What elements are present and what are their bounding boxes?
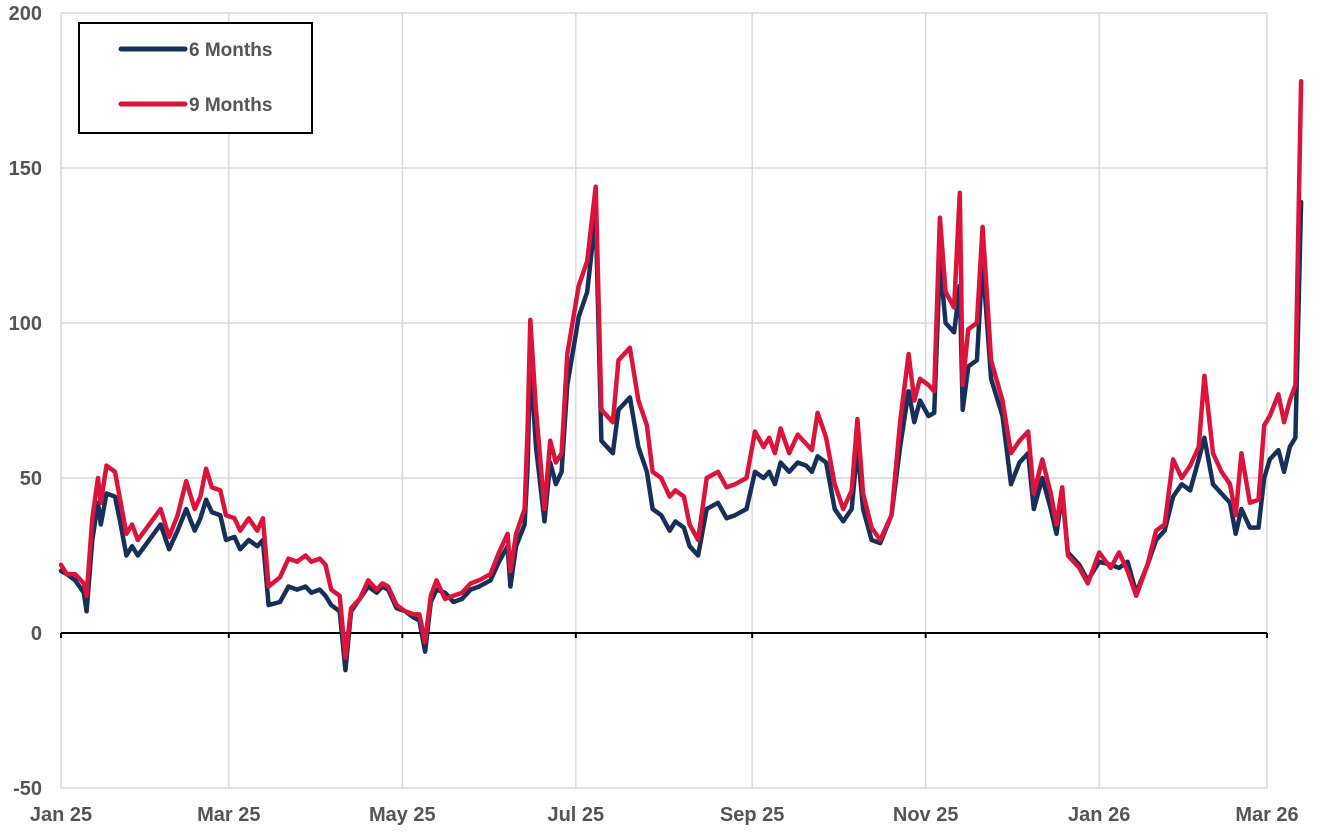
x-tick-label: Sep 25 [720,804,784,826]
series-line-6-months [58,199,1304,673]
x-tick-label: Mar 25 [197,804,260,826]
series-layer [58,78,1304,673]
x-tick-label: Mar 26 [1235,804,1298,826]
x-tick-label: Nov 25 [893,804,959,826]
legend-label-9-months: 9 Months [189,95,272,116]
y-tick-label: 150 [9,158,42,180]
x-tick-label: Jan 26 [1068,804,1130,826]
y-tick-label: -50 [13,778,42,800]
series-line-9-months [58,78,1304,661]
legend-label-6-months: 6 Months [189,40,272,61]
zero-axis [60,632,1268,638]
x-tick-label: Jan 25 [30,804,92,826]
legend: 6 Months 9 Months [78,22,313,134]
y-tick-label: 100 [9,313,42,335]
y-axis-ticks: -50 0 50 100 150 200 [9,3,42,800]
grid-lines [60,12,1268,789]
legend-box [78,22,313,134]
x-tick-label: May 25 [369,804,436,826]
y-tick-label: 0 [31,623,42,645]
y-tick-label: 200 [9,3,42,25]
x-tick-label: Jul 25 [547,804,604,826]
x-axis-ticks: Jan 25 Mar 25 May 25 Jul 25 Sep 25 Nov 25 Jan … [30,804,1299,826]
y-tick-label: 50 [20,468,42,490]
